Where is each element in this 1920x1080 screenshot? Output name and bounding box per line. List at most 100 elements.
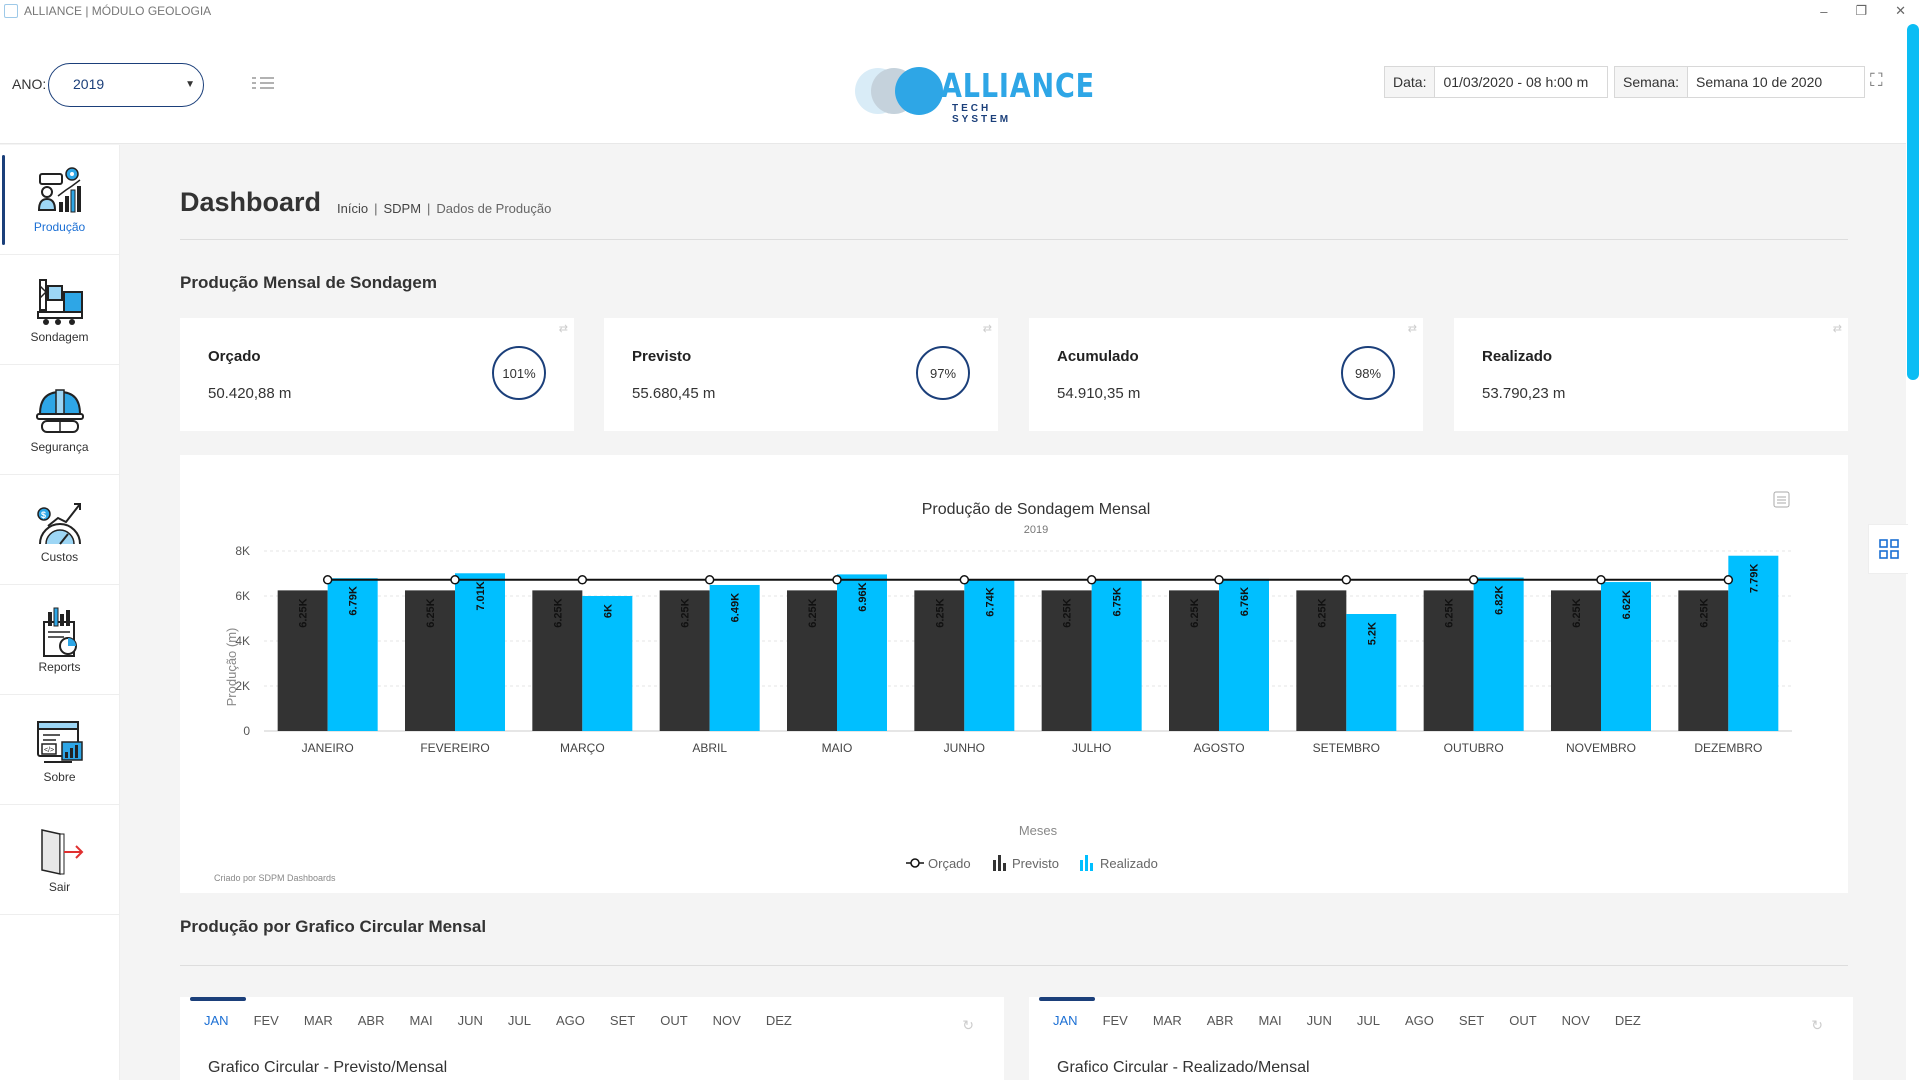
tab-month-fev[interactable]: FEV	[1102, 1013, 1128, 1028]
reports-icon	[42, 607, 77, 657]
close-icon[interactable]: ✕	[1895, 3, 1906, 18]
legend-item-orcado[interactable]: Orçado	[906, 856, 971, 871]
bar-realizado[interactable]	[1346, 614, 1397, 731]
bar-realizado[interactable]	[1091, 579, 1142, 731]
pie-card-title: Grafico Circular - Previsto/Mensal	[208, 1059, 448, 1076]
point-orcado[interactable]	[1468, 575, 1479, 585]
bar-previsto[interactable]	[914, 590, 965, 731]
tab-month-jul[interactable]: JUL	[1356, 1013, 1381, 1028]
chart-credit: Criado por SDPM Dashboards	[214, 873, 336, 883]
bar-data-label: 6.74K	[984, 587, 996, 616]
point-orcado[interactable]	[1596, 575, 1606, 585]
chart-subtitle: 2019	[1024, 524, 1048, 536]
tab-month-nov[interactable]: NOV	[1561, 1013, 1590, 1028]
tab-month-jun[interactable]: JUN	[457, 1013, 483, 1028]
breadcrumb-inicio[interactable]: Início	[337, 201, 369, 216]
sidebar-item-sondagem[interactable]: Sondagem	[0, 255, 119, 365]
tab-month-mai[interactable]: MAI	[409, 1013, 433, 1028]
app-icon	[4, 4, 18, 18]
bar-realizado[interactable]	[1219, 578, 1269, 731]
tab-month-abr[interactable]: ABR	[357, 1013, 385, 1028]
tab-month-jan[interactable]: JAN	[204, 1013, 229, 1028]
legend-item-realizado[interactable]: Realizado	[1080, 855, 1158, 871]
bar-previsto[interactable]	[405, 590, 455, 731]
scrollbar-thumb[interactable]	[1907, 24, 1919, 380]
list-view-icon[interactable]	[250, 74, 276, 94]
refresh-icon[interactable]: ↻	[962, 1017, 974, 1033]
sidebar-item-sair[interactable]: Sair	[0, 805, 119, 915]
shuffle-icon[interactable]: ⇄	[982, 323, 992, 335]
bar-realizado[interactable]	[709, 584, 760, 731]
sidebar-item-seguranca[interactable]: Segurança	[0, 365, 119, 475]
bar-realizado[interactable]	[327, 578, 378, 731]
bar-realizado[interactable]	[1728, 555, 1779, 731]
point-orcado[interactable]	[704, 575, 715, 585]
tab-month-ago[interactable]: AGO	[1405, 1013, 1434, 1028]
tab-month-set[interactable]: SET	[609, 1013, 636, 1028]
tab-month-jan[interactable]: JAN	[1053, 1013, 1078, 1028]
point-orcado[interactable]	[450, 575, 460, 585]
sidebar-item-custos[interactable]: $ Custos	[0, 475, 119, 585]
tab-month-nov[interactable]: NOV	[712, 1013, 741, 1028]
point-orcado[interactable]	[1723, 575, 1734, 585]
bar-data-label: 6.25K	[1571, 598, 1583, 627]
point-orcado[interactable]	[1341, 575, 1352, 585]
kpi-value: 53.790,23 m	[1482, 385, 1566, 402]
bar-realizado[interactable]	[1473, 577, 1524, 731]
tab-month-mar[interactable]: MAR	[303, 1013, 333, 1028]
bar-realizado[interactable]	[455, 573, 505, 731]
tab-month-dez[interactable]: DEZ	[1614, 1013, 1641, 1028]
shuffle-icon[interactable]: ⇄	[1407, 323, 1417, 335]
bar-previsto[interactable]	[1423, 590, 1474, 731]
bar-previsto[interactable]	[532, 590, 583, 731]
bar-previsto[interactable]	[787, 590, 837, 731]
legend-item-previsto[interactable]: Previsto	[993, 855, 1059, 871]
point-orcado[interactable]	[322, 575, 333, 585]
x-tick-label: AGOSTO	[1193, 741, 1244, 755]
sidebar-item-reports[interactable]: Reports	[0, 585, 119, 695]
tab-month-fev[interactable]: FEV	[253, 1013, 279, 1028]
tab-month-dez[interactable]: DEZ	[765, 1013, 792, 1028]
sidebar-item-sobre[interactable]: </> Sobre	[0, 695, 119, 805]
refresh-icon[interactable]: ↻	[1811, 1017, 1823, 1033]
tab-month-ago[interactable]: AGO	[556, 1013, 585, 1028]
tab-month-set[interactable]: SET	[1458, 1013, 1485, 1028]
point-orcado[interactable]	[1086, 575, 1097, 585]
bar-realizado[interactable]	[837, 574, 887, 731]
fullscreen-icon[interactable]: ⛶	[1870, 70, 1883, 90]
minimize-icon[interactable]: –	[1820, 3, 1828, 19]
kpi-card-orcado: Orçado 50.420,88 m 101% ⇄	[180, 318, 574, 431]
shuffle-icon[interactable]: ⇄	[558, 323, 568, 335]
year-select[interactable]: 2019 ▼	[48, 63, 204, 107]
tab-month-abr[interactable]: ABR	[1206, 1013, 1234, 1028]
tab-month-out[interactable]: OUT	[1509, 1013, 1537, 1028]
bar-previsto[interactable]	[1041, 590, 1092, 731]
chart-menu-icon[interactable]	[1773, 491, 1790, 508]
bar-previsto[interactable]	[1551, 590, 1601, 731]
bar-previsto[interactable]	[659, 590, 710, 731]
point-orcado[interactable]	[1214, 575, 1224, 585]
bar-previsto[interactable]	[1678, 590, 1729, 731]
breadcrumb-sdpm[interactable]: SDPM	[383, 201, 422, 216]
tab-month-jul[interactable]: JUL	[507, 1013, 532, 1028]
point-orcado[interactable]	[959, 575, 970, 585]
month-tabs: JAN FEV MAR ABR MAI JUN JUL AGO SET OUT NOV DEZ	[204, 1013, 817, 1028]
tab-month-mar[interactable]: MAR	[1152, 1013, 1182, 1028]
bar-realizado[interactable]	[964, 579, 1015, 731]
point-orcado[interactable]	[577, 575, 588, 585]
bar-previsto[interactable]	[1296, 590, 1347, 731]
shuffle-icon[interactable]: ⇄	[1832, 323, 1842, 335]
grid-layout-icon[interactable]	[1868, 524, 1908, 574]
tab-month-jun[interactable]: JUN	[1306, 1013, 1332, 1028]
point-orcado[interactable]	[832, 575, 842, 585]
tab-month-out[interactable]: OUT	[660, 1013, 688, 1028]
bar-previsto[interactable]	[277, 590, 328, 731]
bar-realizado[interactable]	[1601, 582, 1651, 731]
bar-data-label: 6.79K	[348, 586, 360, 615]
sidebar-item-producao[interactable]: Produção	[0, 145, 119, 255]
restore-icon[interactable]: ❐	[1855, 3, 1868, 18]
bar-realizado[interactable]	[582, 596, 633, 731]
x-tick-label: MARÇO	[560, 741, 605, 755]
tab-month-mai[interactable]: MAI	[1258, 1013, 1282, 1028]
bar-previsto[interactable]	[1169, 590, 1219, 731]
